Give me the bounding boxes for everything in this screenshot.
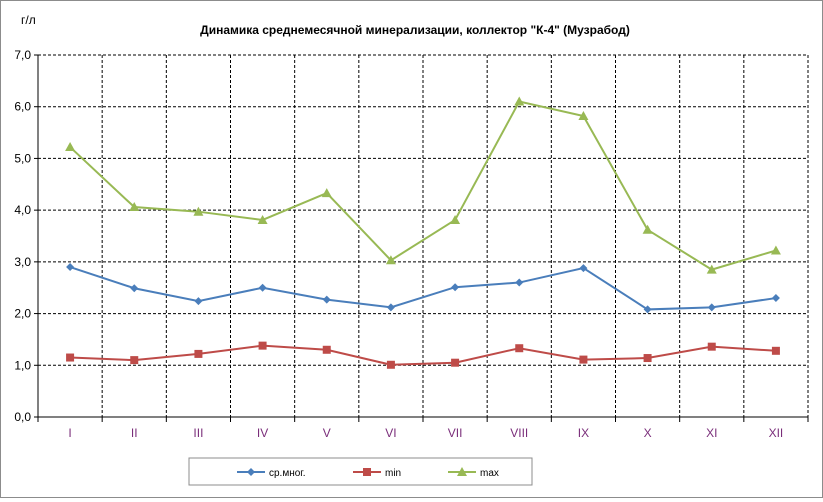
data-point — [643, 354, 652, 363]
series-line — [69, 266, 777, 311]
data-point — [193, 206, 204, 216]
data-point — [130, 284, 139, 293]
chart-title: Динамика среднемесячной минерализации, к… — [200, 23, 630, 37]
legend-marker — [363, 468, 371, 476]
data-point — [642, 224, 653, 234]
data-point — [130, 356, 139, 365]
data-point — [386, 360, 395, 369]
x-tick-label: IV — [257, 426, 268, 440]
data-point — [643, 305, 652, 314]
y-tick-label: 1,0 — [14, 358, 31, 372]
legend-item: min — [353, 468, 401, 479]
x-tick-label: VI — [385, 426, 396, 440]
data-point — [66, 263, 75, 272]
data-point — [322, 345, 331, 354]
y-axis-tick-labels: 0,0 1,0 2,0 3,0 4,0 5,0 6,0 7,0 — [14, 48, 31, 424]
x-tick-label: XI — [706, 426, 717, 440]
series-max — [65, 96, 781, 274]
x-tick-label: III — [193, 426, 203, 440]
x-tick-label: V — [323, 426, 331, 440]
legend-label: ср.мног. — [269, 468, 306, 479]
x-tick-label: X — [644, 426, 652, 440]
legend-label: max — [480, 468, 499, 479]
data-point — [194, 297, 203, 306]
y-tick-label: 3,0 — [14, 255, 31, 269]
y-tick-label: 7,0 — [14, 48, 31, 62]
legend-item: max — [448, 467, 499, 479]
y-tick-label: 4,0 — [14, 203, 31, 217]
y-tick-label: 5,0 — [14, 151, 31, 165]
data-point — [707, 342, 716, 351]
grid — [34, 54, 809, 422]
data-point — [514, 96, 525, 106]
data-point — [515, 344, 524, 353]
series-series — [66, 263, 780, 314]
x-tick-label: XII — [769, 426, 784, 440]
legend-marker — [457, 467, 467, 476]
x-tick-label: VIII — [510, 426, 528, 440]
data-point — [322, 295, 331, 304]
data-point — [386, 303, 395, 312]
y-tick-label: 6,0 — [14, 100, 31, 114]
data-point — [450, 214, 461, 224]
data-point — [579, 355, 588, 364]
series-line — [70, 344, 776, 366]
data-point — [258, 283, 267, 292]
y-axis-unit-label: г/л — [21, 13, 36, 27]
data-point — [385, 255, 396, 265]
data-point — [771, 346, 780, 355]
x-axis-tick-labels: I II III IV V VI VII VIII IX X XI XII — [68, 426, 783, 440]
x-tick-label: II — [131, 426, 138, 440]
y-tick-label: 2,0 — [14, 307, 31, 321]
data-point — [258, 341, 267, 350]
data-point — [707, 303, 716, 312]
series-min — [66, 341, 780, 369]
data-point — [706, 264, 717, 274]
data-point — [257, 214, 268, 224]
legend-label: min — [385, 468, 401, 479]
data-point — [578, 111, 589, 121]
data-point — [65, 142, 76, 152]
data-point — [451, 283, 460, 292]
data-point — [771, 294, 780, 303]
legend-item: ср.мног. — [237, 468, 306, 479]
data-point — [770, 245, 781, 255]
data-point — [194, 349, 203, 358]
series-layer — [65, 96, 781, 369]
data-point — [321, 188, 332, 198]
x-tick-label: IX — [578, 426, 589, 440]
data-point — [451, 358, 460, 367]
x-tick-label: VII — [448, 426, 463, 440]
y-tick-label: 0,0 — [14, 410, 31, 424]
series-line — [69, 100, 777, 271]
data-point — [66, 353, 75, 362]
data-point — [579, 264, 588, 273]
x-tick-label: I — [68, 426, 71, 440]
legend-marker — [247, 468, 255, 476]
data-point — [515, 278, 524, 287]
legend: ср.мног. min max — [188, 457, 533, 486]
data-point — [129, 202, 140, 212]
